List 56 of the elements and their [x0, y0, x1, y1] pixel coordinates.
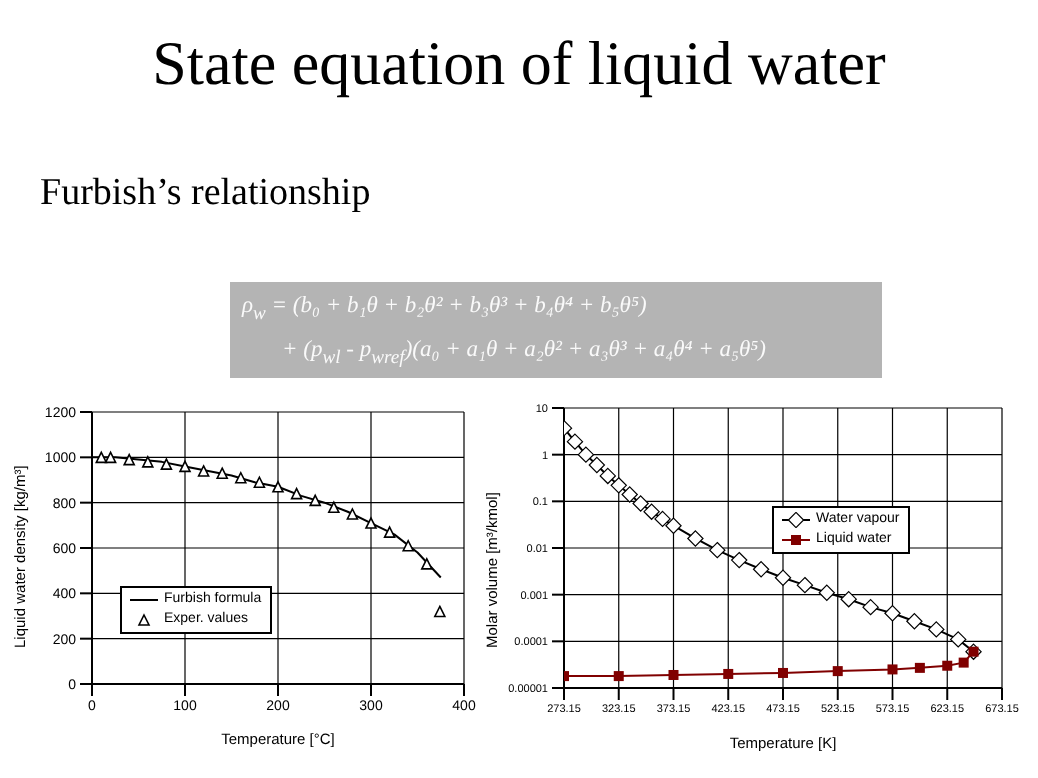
point [950, 631, 967, 648]
point [778, 667, 788, 678]
point [665, 517, 682, 534]
point [216, 467, 228, 479]
point [906, 613, 923, 630]
point [197, 465, 210, 477]
point [328, 501, 340, 513]
text: ρ$_{w}$ = (b₀ + b₁θ + b₂θ² + b₃θ³ + b₄θ⁴ + b₅θ⁵) [242, 292, 649, 329]
point [383, 526, 396, 538]
point [884, 605, 901, 622]
point [621, 486, 638, 503]
point [566, 433, 584, 450]
point [668, 669, 679, 680]
point [577, 446, 595, 463]
point [421, 558, 433, 570]
point [796, 576, 814, 594]
point [365, 517, 377, 529]
point [599, 467, 616, 485]
point [142, 456, 154, 468]
point [290, 487, 303, 500]
point [654, 510, 671, 528]
point [272, 481, 284, 493]
point [818, 584, 835, 601]
point [309, 494, 321, 507]
point [942, 660, 953, 671]
point [752, 561, 770, 578]
point [588, 456, 606, 474]
point [402, 539, 414, 552]
point [632, 495, 649, 512]
point [928, 621, 945, 638]
point [253, 476, 266, 489]
point [914, 662, 925, 673]
chart-subtitle: Furbish’s relationship [40, 172, 371, 216]
point [840, 590, 857, 608]
point [123, 453, 135, 466]
point [723, 668, 734, 679]
point [434, 605, 446, 618]
point [643, 503, 660, 520]
point [235, 471, 247, 484]
point [104, 451, 117, 464]
text: + (p$_{wl}$ - p$_{wref}$)(a₀ + a₁θ + a₂θ² + a₃θ³ + a₄θ⁴ + a₅θ⁵) [280, 336, 768, 374]
point [731, 551, 748, 569]
point [687, 530, 704, 547]
point [862, 598, 879, 616]
point [346, 508, 359, 520]
point [958, 657, 969, 668]
point [887, 664, 898, 675]
chart-title: State equation of liquid water [150, 28, 888, 100]
point [179, 460, 191, 473]
point [774, 569, 792, 586]
point [610, 477, 627, 494]
point [709, 541, 726, 559]
point [95, 451, 108, 464]
point [613, 671, 624, 682]
point [832, 666, 843, 677]
point [160, 458, 173, 470]
